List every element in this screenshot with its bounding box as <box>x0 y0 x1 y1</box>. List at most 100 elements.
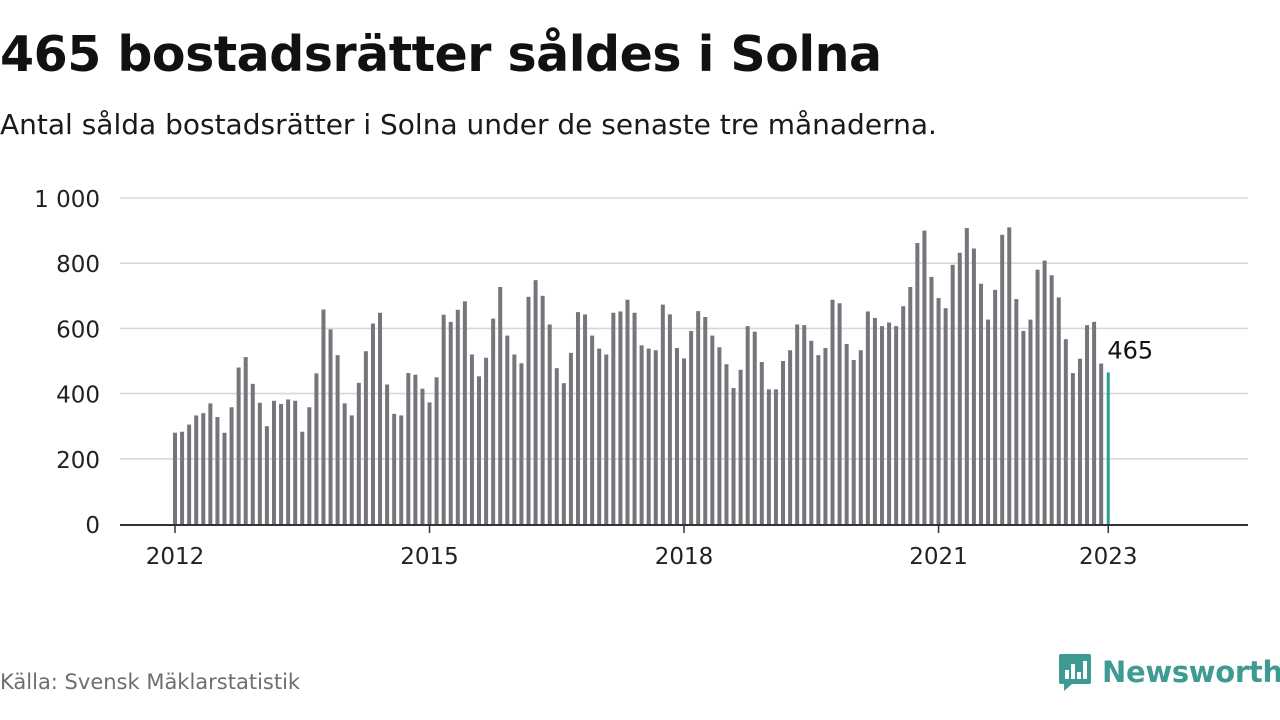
bar <box>335 355 340 524</box>
bar <box>455 309 460 524</box>
y-axis-tick-labels: 0 200 400 600 800 1 000 <box>34 187 100 539</box>
bar <box>363 351 368 524</box>
bar <box>1085 325 1090 524</box>
bar <box>491 318 496 524</box>
bar <box>766 389 771 524</box>
bar <box>568 352 573 524</box>
bar <box>759 361 764 524</box>
y-tick-label: 1 000 <box>34 187 100 213</box>
bar <box>851 360 856 524</box>
bar <box>434 377 439 524</box>
bar <box>745 326 750 524</box>
bar <box>816 355 821 524</box>
bar <box>865 311 870 524</box>
bar <box>660 304 665 524</box>
bar <box>477 376 482 524</box>
bar <box>809 340 814 524</box>
bar <box>971 248 976 524</box>
bar <box>880 326 884 524</box>
bar <box>950 264 955 524</box>
bar <box>823 347 828 524</box>
bar <box>858 350 863 524</box>
bar <box>936 298 941 524</box>
bar <box>922 230 927 524</box>
bar <box>222 432 227 524</box>
chart-title: 465 bostadsrätter såldes i Solna <box>0 26 882 83</box>
bar <box>392 413 397 524</box>
bar <box>441 314 446 524</box>
bar <box>1000 234 1005 524</box>
bar <box>788 350 793 524</box>
bar <box>328 329 333 524</box>
bar <box>462 301 467 524</box>
bar <box>632 312 637 524</box>
bar <box>293 400 298 524</box>
newsworthy-logo: Newsworthy <box>1058 652 1280 692</box>
bar <box>512 354 517 524</box>
bar <box>243 357 248 524</box>
bar <box>1056 297 1061 524</box>
bar <box>236 367 241 524</box>
bar <box>703 316 708 524</box>
bar <box>696 311 701 524</box>
bar <box>844 344 849 524</box>
bar <box>618 311 623 524</box>
bar <box>738 369 743 524</box>
bar <box>830 299 835 524</box>
bar <box>321 309 326 524</box>
bar <box>1028 319 1033 524</box>
bar <box>498 286 503 524</box>
bar <box>370 323 375 524</box>
bar <box>1070 373 1075 524</box>
bar <box>413 374 418 524</box>
bar <box>943 308 948 524</box>
bar <box>646 348 651 524</box>
bar <box>300 431 305 524</box>
bar <box>682 358 687 524</box>
bar <box>271 400 276 524</box>
bar <box>604 354 609 524</box>
bar <box>1092 321 1097 524</box>
bar <box>399 415 404 524</box>
bar <box>710 335 715 524</box>
bar <box>639 345 644 524</box>
bar <box>406 373 411 524</box>
bar <box>215 417 220 524</box>
bar <box>427 402 432 524</box>
bar <box>689 331 694 524</box>
bar <box>484 357 489 524</box>
y-tick-label: 200 <box>56 448 100 474</box>
bar <box>773 389 778 524</box>
bar <box>908 286 913 524</box>
x-tick-label: 2018 <box>655 544 714 570</box>
bar <box>420 388 425 524</box>
bar <box>993 289 998 524</box>
bar <box>717 347 722 524</box>
bar <box>752 331 757 524</box>
bar <box>349 415 354 524</box>
bar <box>597 348 602 524</box>
latest-value-label: 465 <box>1107 336 1153 364</box>
y-tick-label: 400 <box>56 383 100 409</box>
bar <box>385 384 390 524</box>
bar <box>307 407 312 524</box>
bar <box>957 252 962 524</box>
bar <box>1014 299 1019 524</box>
bar <box>1063 339 1068 524</box>
bar <box>674 347 679 524</box>
source-note: Källa: Svensk Mäklarstatistik <box>0 670 301 694</box>
bar <box>250 383 255 524</box>
y-tick-label: 0 <box>85 513 100 539</box>
bar <box>1021 331 1026 524</box>
bar <box>611 312 616 524</box>
bar <box>837 303 842 524</box>
bar <box>894 326 899 524</box>
bar <box>448 321 453 524</box>
bar <box>724 364 729 524</box>
bar <box>872 317 877 524</box>
bar <box>187 424 192 524</box>
bar-highlighted <box>1106 372 1110 524</box>
x-tick-label: 2021 <box>909 544 968 570</box>
bar <box>314 373 319 524</box>
bar <box>505 335 510 524</box>
